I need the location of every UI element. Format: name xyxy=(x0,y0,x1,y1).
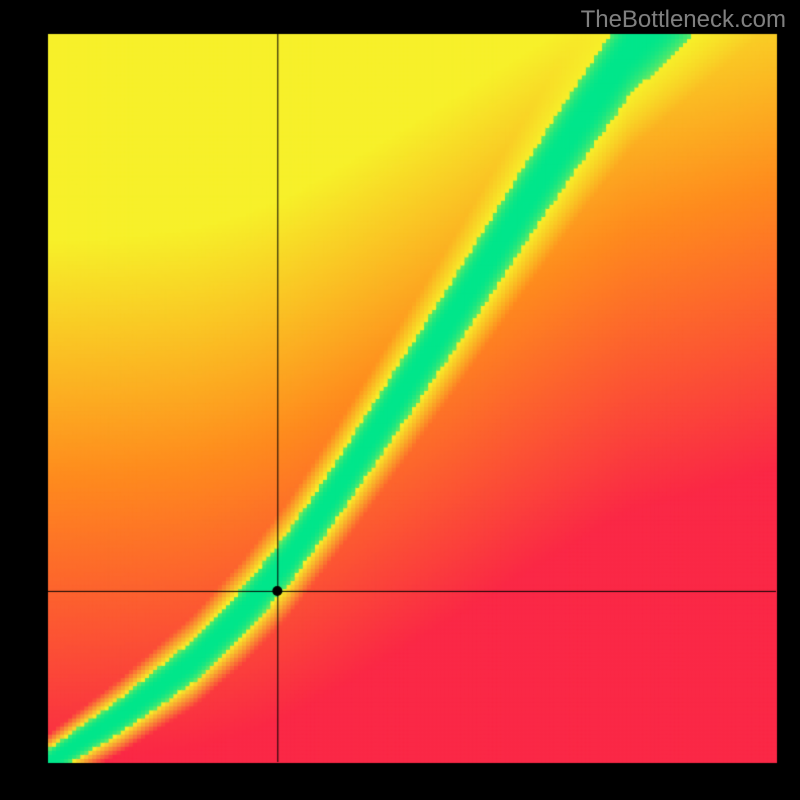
bottleneck-heatmap xyxy=(0,0,800,800)
watermark-text: TheBottleneck.com xyxy=(581,6,786,34)
